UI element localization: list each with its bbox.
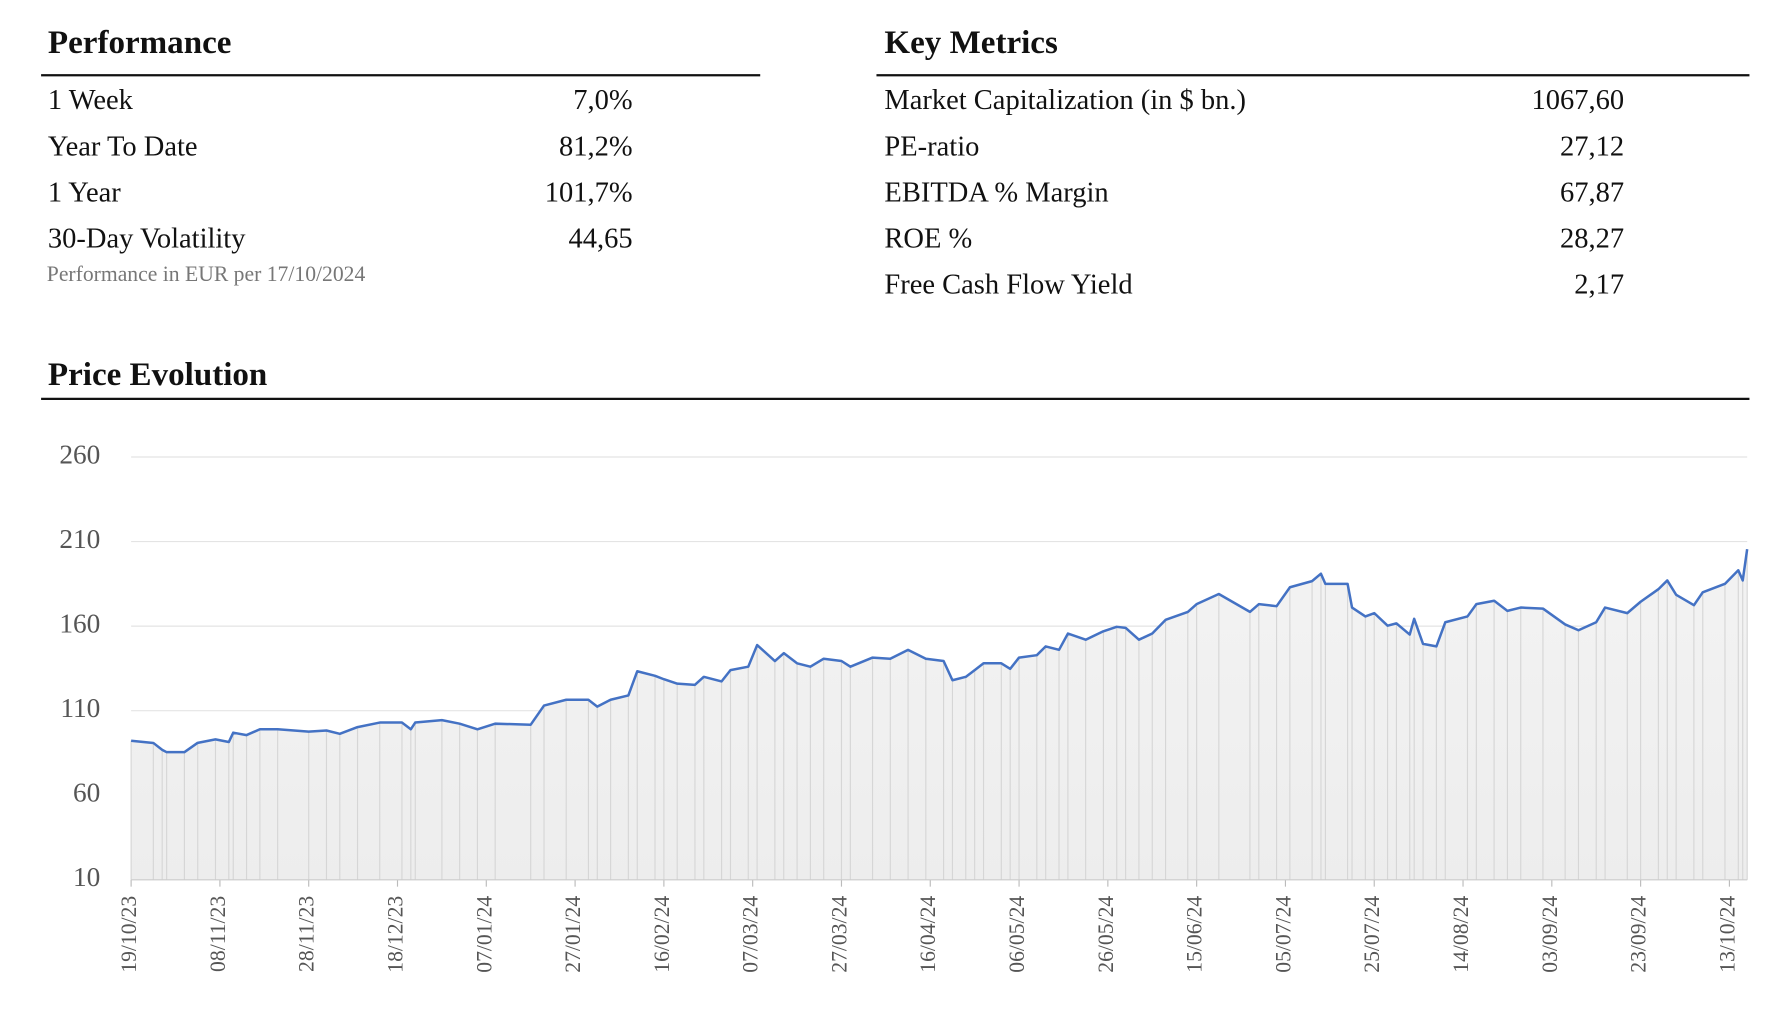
y-tick-label: 160 <box>59 608 100 638</box>
row-label: 1 Week <box>48 85 134 116</box>
row-label: 1 Year <box>48 177 121 208</box>
row-value: 101,7% <box>545 177 633 208</box>
x-tick-label: 28/11/23 <box>295 896 319 972</box>
row-label: Market Capitalization (in $ bn.) <box>884 85 1245 116</box>
row-value: 27,12 <box>1560 131 1624 162</box>
x-tick-label: 03/09/24 <box>1538 896 1562 973</box>
x-tick-label: 13/10/24 <box>1715 896 1739 973</box>
row-value: 28,27 <box>1560 224 1624 255</box>
y-tick-label: 10 <box>73 862 100 892</box>
y-tick-label: 260 <box>59 439 100 469</box>
row-value: 1067,60 <box>1532 85 1625 116</box>
x-tick-label: 14/08/24 <box>1449 896 1473 973</box>
row-label: PE-ratio <box>884 131 979 162</box>
row-label: Free Cash Flow Yield <box>884 270 1132 301</box>
x-tick-label: 25/07/24 <box>1360 896 1384 973</box>
section-title: Price Evolution <box>48 357 267 393</box>
row-label: Year To Date <box>48 131 198 162</box>
row-value: 81,2% <box>559 131 633 162</box>
area <box>131 549 1748 880</box>
row-value: 44,65 <box>568 224 632 255</box>
x-tick-label: 15/06/24 <box>1183 896 1207 973</box>
x-tick-label: 19/10/23 <box>117 896 141 973</box>
row-label: ROE % <box>884 224 972 255</box>
x-tick-label: 27/03/24 <box>827 896 851 973</box>
row-value: 67,87 <box>1560 177 1624 208</box>
price-line <box>131 549 1749 754</box>
row-label: 30-Day Volatility <box>48 224 246 255</box>
x-tick-label: 08/11/23 <box>206 896 230 972</box>
section-title: Performance <box>48 25 232 61</box>
y-tick-label: 110 <box>60 693 100 723</box>
x-tick-label: 07/03/24 <box>739 896 763 973</box>
x-tick-label: 07/01/24 <box>472 896 496 973</box>
x-tick-label: 27/01/24 <box>561 896 585 973</box>
x-tick-label: 05/07/24 <box>1271 896 1295 973</box>
x-tick-label: 23/09/24 <box>1627 896 1651 973</box>
y-tick-label: 210 <box>59 524 100 554</box>
row-value: 7,0% <box>573 85 632 116</box>
row-value: 2,17 <box>1574 270 1624 301</box>
y-tick-label: 60 <box>73 778 100 808</box>
note: Performance in EUR per 17/10/2024 <box>47 262 366 286</box>
x-tick-label: 18/12/23 <box>383 896 407 973</box>
x-tick-label: 16/04/24 <box>916 896 940 973</box>
row-label: EBITDA % Margin <box>884 177 1108 208</box>
chart: 10 60 110 160 210 260 19/10/23 08/11/23 28/11/23… <box>59 439 1749 973</box>
x-tick-label: 16/02/24 <box>650 896 674 973</box>
x-tick-label: 26/05/24 <box>1094 896 1118 973</box>
x-tick-label: 06/05/24 <box>1005 896 1029 973</box>
section-title: Key Metrics <box>884 25 1058 61</box>
